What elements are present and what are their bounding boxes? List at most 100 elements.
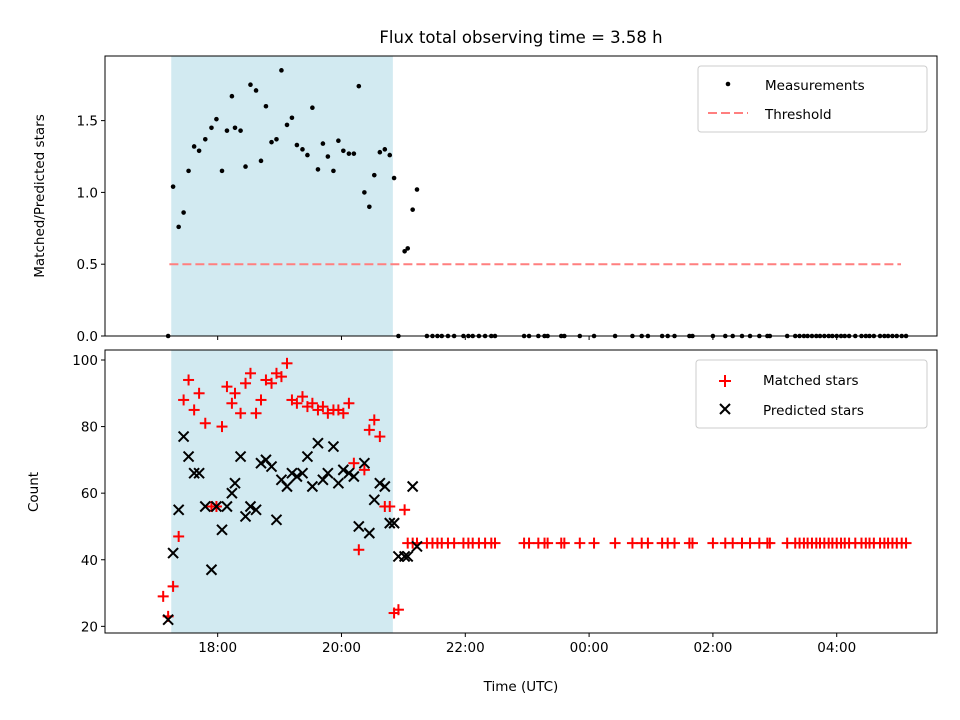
predicted-point	[229, 477, 241, 489]
matched-point	[448, 537, 460, 549]
matched-point	[744, 537, 756, 549]
matched-point	[255, 394, 267, 406]
measurement-point	[202, 136, 208, 142]
predicted-point	[379, 480, 391, 493]
measurement-point	[402, 248, 407, 254]
measurement-point	[229, 93, 235, 99]
predicted-point	[411, 540, 423, 553]
measurement-point	[356, 83, 362, 89]
y-tick-label: 100	[72, 353, 98, 369]
x-tick-label: 02:00	[693, 640, 732, 656]
x-tick-label: 04:00	[817, 640, 856, 656]
matched-point	[574, 537, 586, 549]
measurement-point	[405, 246, 411, 251]
matched-point	[226, 397, 238, 409]
legend-marker-matched	[719, 375, 731, 387]
predicted-point	[216, 524, 228, 536]
predicted-point	[388, 517, 400, 529]
measurement-point	[294, 142, 300, 148]
predicted-point	[337, 464, 350, 476]
y-tick-label: 0.0	[77, 329, 98, 345]
predicted-point	[270, 514, 283, 526]
measurement-point	[331, 168, 336, 174]
matched-point	[727, 537, 739, 549]
predicted-point	[286, 467, 298, 479]
predicted-point	[172, 504, 185, 516]
predicted-point	[322, 467, 334, 479]
measurement-point	[377, 149, 383, 155]
matched-point	[348, 457, 360, 469]
measurement-point	[346, 151, 352, 156]
predicted-point	[317, 474, 329, 486]
matched-point	[167, 580, 179, 592]
ratio-legend: Measurements Threshold	[697, 65, 928, 133]
predicted-point	[250, 504, 262, 516]
matched-point	[358, 464, 370, 476]
predicted-point	[281, 480, 293, 493]
measurement-point	[351, 151, 357, 156]
y-tick-label: 1.0	[77, 185, 98, 201]
y-tick-label: 60	[81, 486, 98, 502]
y-tick-label: 20	[81, 619, 98, 635]
matched-point	[558, 537, 570, 549]
matched-point	[384, 500, 396, 512]
predicted-point	[374, 477, 386, 489]
count-y-label: Count	[26, 472, 42, 512]
matched-point	[291, 397, 303, 409]
measurement-point	[186, 168, 191, 174]
predicted-point	[291, 470, 303, 483]
matched-point	[266, 377, 278, 389]
measurement-point	[243, 164, 248, 169]
predicted-point	[306, 480, 319, 493]
matched-point	[193, 387, 205, 399]
predicted-point	[384, 517, 396, 529]
ratio-y-axis: 0.0 0.5 1.0 1.5	[77, 114, 105, 345]
measurement-point	[315, 167, 321, 172]
predicted-point	[296, 467, 309, 479]
measurement-point	[414, 187, 420, 192]
matched-point	[275, 371, 287, 383]
matched-point	[178, 394, 190, 406]
predicted-point	[188, 467, 200, 479]
count-series-b	[162, 430, 423, 626]
matched-point	[392, 604, 404, 616]
x-tick-label: 18:00	[198, 640, 237, 656]
matched-point	[188, 404, 200, 416]
measurement-point	[191, 144, 197, 149]
legend-label-predicted: Predicted stars	[763, 403, 864, 419]
measurement-point	[209, 125, 214, 131]
matched-point	[900, 537, 912, 549]
matched-point	[523, 537, 535, 549]
measurement-point	[219, 168, 225, 174]
legend-marker-measurements	[725, 81, 731, 87]
matched-point	[399, 504, 411, 516]
y-tick-label: 80	[81, 420, 98, 436]
predicted-point	[398, 550, 411, 563]
matched-point	[542, 537, 554, 549]
matched-point	[368, 414, 380, 426]
predicted-point	[210, 500, 223, 513]
x-axis-label: Time (UTC)	[483, 679, 559, 695]
predicted-point	[343, 467, 355, 479]
matched-point	[642, 537, 654, 549]
figure-title: Flux total observing time = 3.58 h	[379, 28, 662, 47]
measurement-point	[269, 139, 274, 145]
measurement-point	[176, 224, 181, 230]
measurement-point	[284, 122, 290, 128]
measurement-point	[274, 136, 279, 142]
legend-label-matched: Matched stars	[763, 373, 859, 389]
measurement-point	[367, 204, 372, 210]
matched-point	[337, 407, 349, 419]
matched-point	[173, 530, 185, 542]
predicted-point	[368, 494, 380, 506]
legend-label-threshold: Threshold	[764, 107, 832, 123]
predicted-point	[234, 450, 247, 463]
predicted-point	[402, 550, 414, 563]
predicted-point	[177, 430, 190, 443]
predicted-point	[255, 457, 267, 469]
predicted-point	[353, 520, 365, 533]
predicted-point	[221, 500, 233, 513]
matched-point	[260, 374, 272, 386]
measurement-point	[238, 128, 243, 133]
